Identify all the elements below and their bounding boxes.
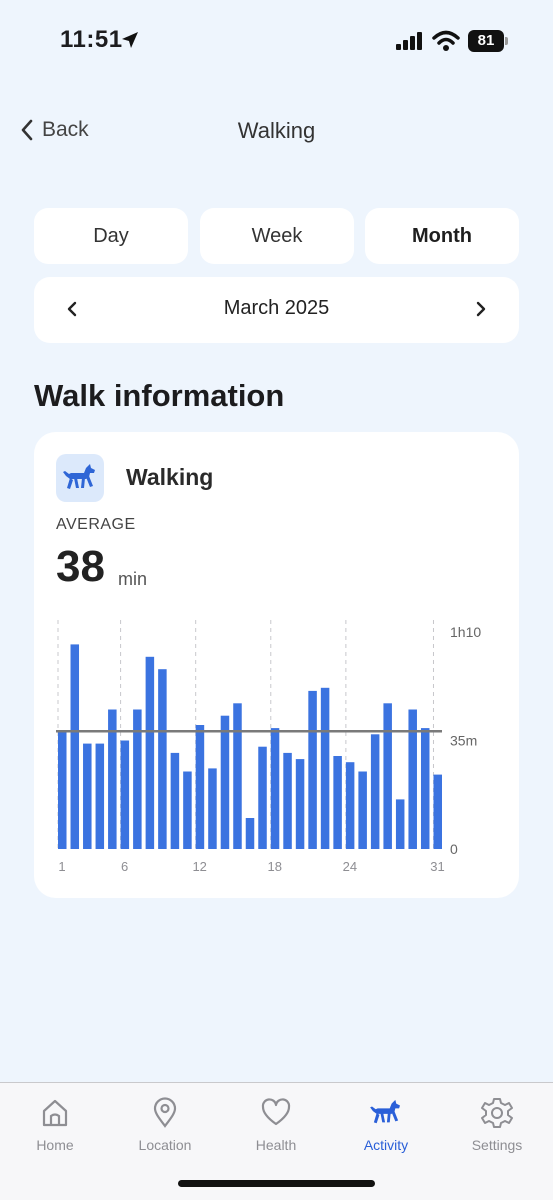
chart-bar	[320, 687, 330, 849]
chart-bar	[383, 703, 392, 849]
chart-bar	[270, 728, 280, 849]
chart-bar	[108, 709, 117, 849]
walk-info-card: Walking AVERAGE 38 min 0 35m 1h10 1 6 12 18 24 3…	[34, 432, 519, 898]
chart-bar	[333, 756, 342, 849]
chevron-left-icon	[67, 301, 77, 317]
chart-bar	[120, 740, 130, 849]
tab-week-label: Week	[251, 225, 303, 247]
chart-x-tick-label: 31	[430, 859, 444, 874]
average-value: 38	[56, 542, 105, 591]
tab-activity-label: Activity	[363, 1137, 409, 1153]
tab-health[interactable]: Health	[221, 1095, 331, 1153]
chart-bar	[220, 715, 230, 849]
battery-level: 81	[468, 30, 504, 52]
month-selector: March 2025	[34, 277, 519, 343]
previous-month-button[interactable]	[66, 299, 78, 324]
chart-bar	[308, 690, 317, 849]
gear-icon	[481, 1098, 513, 1128]
walking-bar-chart: 0 35m 1h10 1 6 12 18 24 31	[56, 620, 481, 874]
next-month-button[interactable]	[475, 299, 487, 324]
dog-walking-icon	[370, 1099, 400, 1124]
tab-activity[interactable]: Activity	[331, 1095, 441, 1153]
average-label: AVERAGE	[56, 516, 136, 533]
chevron-left-icon	[21, 119, 33, 141]
location-arrow-icon	[122, 32, 138, 48]
heart-icon	[261, 1098, 291, 1126]
chart-bar	[208, 768, 217, 849]
section-title: Walk information	[34, 378, 285, 413]
chart-bar	[58, 731, 67, 849]
chart-bar	[370, 734, 380, 849]
chart-bar	[283, 752, 292, 849]
tab-location[interactable]: Location	[110, 1095, 220, 1153]
tab-week[interactable]: Week	[200, 208, 354, 264]
wifi-icon	[432, 30, 460, 51]
chart-y-tick-label: 0	[450, 841, 458, 857]
tab-day[interactable]: Day	[34, 208, 188, 264]
tab-location-label: Location	[138, 1137, 192, 1153]
chart-bar	[233, 703, 242, 849]
chart-bar	[195, 725, 205, 849]
chart-bar	[145, 656, 155, 849]
nav-header: Walking Back	[0, 110, 553, 154]
tab-settings-label: Settings	[471, 1137, 523, 1153]
chart-bar	[70, 644, 80, 849]
chevron-right-icon	[476, 301, 486, 317]
chart-bar	[170, 752, 180, 849]
tab-home-label: Home	[36, 1137, 74, 1153]
battery-indicator: 81	[468, 30, 508, 52]
home-indicator	[178, 1180, 375, 1187]
battery-tip	[505, 37, 508, 45]
chart-bar	[133, 709, 142, 849]
tab-month-label: Month	[412, 225, 472, 247]
chart-bar	[408, 709, 417, 849]
average-unit: min	[118, 569, 148, 589]
chart-x-tick-label: 12	[192, 859, 206, 874]
location-pin-icon	[153, 1097, 177, 1128]
tab-month[interactable]: Month	[365, 208, 519, 264]
chart-x-tick-label: 1	[58, 859, 65, 874]
chart-bar	[295, 759, 305, 849]
chart-bar	[345, 762, 355, 849]
month-label: March 2025	[223, 297, 330, 319]
chart-y-tick-label: 1h10	[450, 624, 481, 640]
chart-bar	[420, 728, 430, 849]
bottom-tab-bar: Home Location Health Activ	[0, 1082, 553, 1200]
card-icon-container	[56, 454, 104, 502]
back-button[interactable]: Back	[20, 118, 89, 142]
tab-health-label: Health	[255, 1137, 297, 1153]
home-icon	[42, 1099, 68, 1127]
tab-home[interactable]: Home	[0, 1095, 110, 1153]
dog-walking-icon	[63, 464, 95, 489]
chart-x-tick-label: 18	[268, 859, 282, 874]
page-title: Walking	[237, 118, 316, 143]
cellular-signal-icon	[396, 32, 422, 50]
back-label: Back	[42, 118, 89, 141]
tab-day-label: Day	[93, 225, 129, 247]
chart-bar	[245, 818, 255, 849]
chart-x-tick-label: 6	[121, 859, 128, 874]
chart-bar	[83, 743, 92, 849]
card-title: Walking	[126, 464, 214, 490]
tab-settings[interactable]: Settings	[442, 1095, 552, 1153]
chart-bar	[433, 774, 442, 849]
chart-bar	[158, 669, 167, 849]
status-bar: 11:51 81	[0, 0, 553, 80]
chart-bar	[258, 746, 267, 849]
chart-bar	[358, 771, 367, 849]
status-time: 11:51	[60, 26, 123, 53]
chart-bar	[183, 771, 192, 849]
chart-bar	[395, 799, 405, 849]
chart-bar	[95, 743, 105, 849]
chart-x-tick-label: 24	[343, 859, 357, 874]
chart-y-tick-label: 35m	[450, 733, 477, 749]
